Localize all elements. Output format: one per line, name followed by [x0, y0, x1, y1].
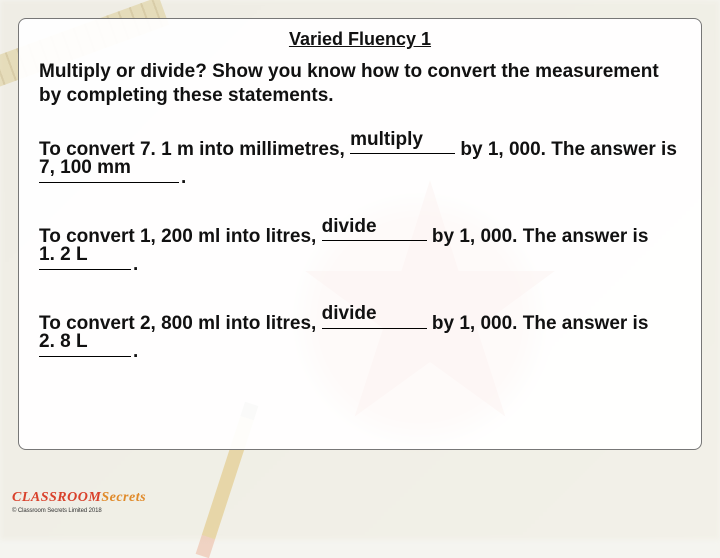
- statement-3-post: .: [133, 341, 138, 362]
- statement-3-ans-blank: 2. 8 L: [39, 336, 131, 357]
- content-card: Varied Fluency 1 Multiply or divide? Sho…: [18, 18, 702, 450]
- logo-word1: CLASSROOM: [12, 490, 101, 505]
- statement-1-mid: by 1, 000. The answer is: [455, 138, 677, 159]
- card-title: Varied Fluency 1: [39, 29, 681, 50]
- statement-2-op-fill: divide: [322, 214, 377, 240]
- statement-1-ans-blank: 7, 100 mm: [39, 162, 179, 183]
- statement-3-op-blank: divide: [322, 308, 427, 329]
- statement-1-post: .: [181, 167, 186, 188]
- statement-1: To convert 7. 1 m into millimetres, mult…: [39, 134, 681, 191]
- statement-3-ans-fill: 2. 8 L: [39, 329, 88, 355]
- statement-2-post: .: [133, 254, 138, 275]
- statement-2-ans-fill: 1. 2 L: [39, 242, 88, 268]
- statement-2-op-blank: divide: [322, 221, 427, 242]
- statement-3-mid: by 1, 000. The answer is: [427, 313, 649, 334]
- logo-wordmark: CLASSROOMSecrets: [12, 490, 146, 506]
- statement-3-op-fill: divide: [322, 301, 377, 327]
- statement-1-op-fill: multiply: [350, 127, 423, 153]
- statement-2-mid: by 1, 000. The answer is: [427, 225, 649, 246]
- brand-logo: CLASSROOMSecrets © Classroom Secrets Lim…: [12, 490, 146, 514]
- instruction-text: Multiply or divide? Show you know how to…: [39, 60, 681, 108]
- statement-3: To convert 2, 800 ml into litres, divide…: [39, 308, 681, 365]
- logo-copyright: © Classroom Secrets Limited 2018: [12, 508, 146, 514]
- statement-2: To convert 1, 200 ml into litres, divide…: [39, 221, 681, 278]
- logo-word2: Secrets: [101, 490, 146, 505]
- statement-1-ans-fill: 7, 100 mm: [39, 155, 131, 181]
- statement-2-ans-blank: 1. 2 L: [39, 249, 131, 270]
- statement-1-op-blank: multiply: [350, 134, 455, 155]
